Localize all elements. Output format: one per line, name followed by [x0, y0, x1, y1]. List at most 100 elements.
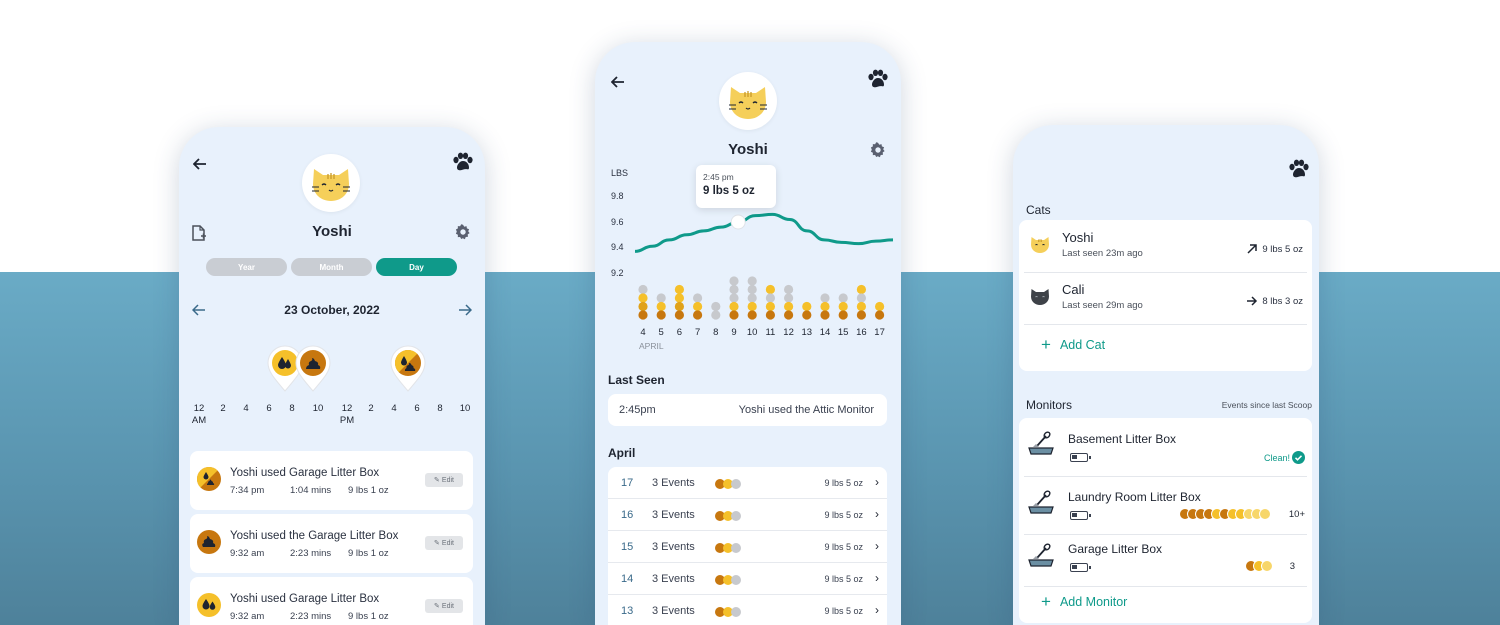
add-cat-button[interactable]: + Add Cat	[1041, 335, 1105, 354]
monitor-row[interactable]: Garage Litter Box 3	[1019, 535, 1312, 586]
event-dot	[747, 310, 757, 320]
day-label[interactable]: 10	[746, 327, 758, 338]
day-label[interactable]: 15	[837, 327, 849, 338]
plus-icon: +	[1041, 335, 1051, 354]
day-label[interactable]: 4	[640, 327, 646, 338]
day-label[interactable]: 13	[801, 327, 813, 338]
day-row[interactable]: 16 3 Events 9 lbs 5 oz ›	[608, 499, 887, 531]
event-dot	[656, 301, 666, 312]
segment-day[interactable]: Day	[376, 258, 457, 276]
segment-month[interactable]: Month	[291, 258, 372, 276]
row-weight: 9 lbs 5 oz	[824, 478, 863, 488]
day-label[interactable]: 17	[874, 327, 885, 338]
event-title: Yoshi used Garage Litter Box	[230, 593, 380, 605]
day-label[interactable]: 5	[658, 327, 664, 338]
next-date-arrow-icon[interactable]	[457, 303, 473, 317]
axis-hour: 6	[414, 403, 420, 414]
event-card[interactable]: Yoshi used the Garage Litter Box 9:32 am…	[190, 514, 473, 573]
edit-label: Edit	[441, 602, 454, 610]
monitor-status: Clean!	[1263, 453, 1290, 463]
weight-axis-tick: 9.8	[611, 191, 624, 201]
right-arrow-icon	[1247, 296, 1258, 306]
cat-name: Yoshi	[312, 223, 352, 240]
event-dot	[802, 301, 812, 312]
day-label[interactable]: 6	[676, 327, 683, 338]
monitor-row[interactable]: Basement Litter Box Clean!	[1019, 418, 1312, 476]
gear-icon[interactable]	[454, 223, 472, 241]
chevron-right-icon: ›	[875, 571, 879, 585]
april-list: 17 3 Events 9 lbs 5 oz › 16 3 Events 9 l…	[608, 467, 887, 625]
prev-date-arrow-icon[interactable]	[191, 303, 207, 317]
edit-button[interactable]: ✎ Edit	[425, 473, 463, 487]
cat-row[interactable]: Cali Last seen 29m ago 8 lbs 3 oz	[1019, 273, 1312, 325]
segment-year[interactable]: Year	[206, 258, 287, 276]
divider	[1024, 324, 1307, 325]
back-arrow-icon[interactable]	[609, 73, 627, 91]
day-label[interactable]: 14	[819, 327, 831, 338]
day-row[interactable]: 14 3 Events 9 lbs 5 oz ›	[608, 563, 887, 595]
add-document-icon[interactable]	[191, 224, 207, 242]
paw-icon[interactable]	[451, 151, 475, 173]
edit-button[interactable]: ✎ Edit	[425, 599, 463, 613]
phone-month-view: Yoshi LBS 9.8 9.6 9.4 9.2 2:45 pm 9 lbs …	[595, 42, 901, 625]
event-duration: 1:04 mins	[290, 485, 332, 496]
gear-icon[interactable]	[869, 141, 887, 159]
paw-icon[interactable]	[866, 68, 890, 90]
monitor-row[interactable]: Laundry Room Litter Box 10+	[1019, 477, 1312, 534]
pencil-icon: ✎	[434, 603, 440, 610]
row-weight: 9 lbs 5 oz	[824, 606, 863, 616]
timeline-pin-poop[interactable]	[294, 344, 332, 392]
event-dot	[693, 293, 703, 303]
weight-axis-tick: 9.4	[611, 242, 624, 252]
poop-icon	[197, 530, 221, 554]
day-label[interactable]: 16	[856, 327, 867, 338]
pencil-icon: ✎	[434, 477, 440, 484]
edit-button[interactable]: ✎ Edit	[425, 536, 463, 550]
day-row[interactable]: 13 3 Events 9 lbs 5 oz ›	[608, 595, 887, 625]
event-card[interactable]: Yoshi used Garage Litter Box 7:34 pm 1:0…	[190, 451, 473, 510]
event-dot	[729, 301, 739, 312]
last-seen-card[interactable]: 2:45pm Yoshi used the Attic Monitor	[608, 394, 887, 426]
event-weight: 9 lbs 1 oz	[348, 611, 389, 622]
battery-icon	[1070, 511, 1091, 520]
day-label[interactable]: 7	[694, 327, 701, 338]
event-card[interactable]: Yoshi used Garage Litter Box 9:32 am 2:2…	[190, 577, 473, 625]
event-dot	[838, 293, 848, 303]
weight-line	[634, 212, 894, 253]
timeline-pin-both[interactable]	[389, 344, 427, 392]
battery-icon	[1070, 563, 1091, 572]
axis-hour: 12	[193, 403, 205, 414]
last-seen-title: Last Seen	[608, 373, 665, 387]
event-title: Yoshi used Garage Litter Box	[230, 467, 380, 479]
cat-name: Yoshi	[728, 141, 768, 158]
back-arrow-icon[interactable]	[191, 155, 209, 173]
monitors-title: Monitors	[1026, 398, 1073, 412]
day-label[interactable]: 11	[765, 327, 776, 338]
event-dot	[784, 310, 794, 320]
day-label[interactable]: 12	[783, 327, 794, 338]
day-row[interactable]: 17 3 Events 9 lbs 5 oz ›	[608, 467, 887, 499]
paw-icon[interactable]	[1287, 158, 1311, 180]
day-row[interactable]: 15 3 Events 9 lbs 5 oz ›	[608, 531, 887, 563]
april-title: April	[608, 446, 636, 460]
tooltip-time: 2:45 pm	[703, 172, 734, 182]
cat-row[interactable]: Yoshi Last seen 23m ago 9 lbs 5 oz	[1019, 220, 1312, 272]
axis-hour: 8	[437, 403, 443, 414]
litter-box-icon	[1027, 542, 1055, 575]
add-monitor-button[interactable]: + Add Monitor	[1041, 592, 1127, 611]
event-dots	[1245, 560, 1275, 572]
event-dot	[856, 284, 866, 295]
cat-name: Cali	[1062, 282, 1085, 297]
plus-icon: +	[1041, 592, 1051, 611]
event-dot	[747, 301, 757, 312]
drops-icon	[197, 593, 221, 617]
weight-marker	[730, 214, 746, 230]
event-dot	[875, 301, 885, 312]
cat-last-seen: Last seen 23m ago	[1062, 248, 1143, 259]
row-weight: 9 lbs 5 oz	[824, 510, 863, 520]
divider	[1024, 476, 1307, 477]
day-label[interactable]: 8	[713, 327, 719, 338]
day-label[interactable]: 9	[731, 327, 737, 338]
timeline-pin-pee[interactable]	[266, 344, 304, 392]
axis-hour: 4	[391, 403, 397, 414]
